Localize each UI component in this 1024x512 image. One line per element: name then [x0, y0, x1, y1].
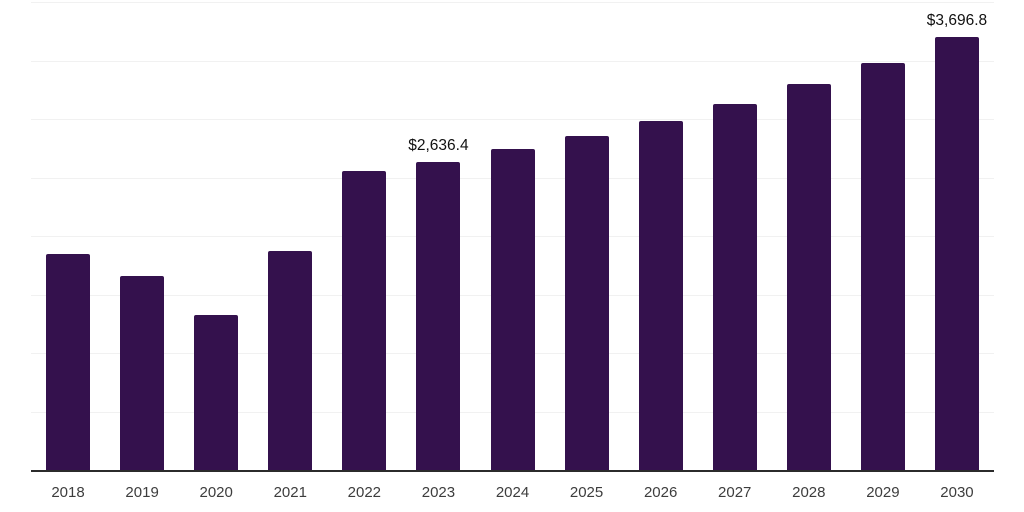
bar-2028 — [786, 83, 831, 470]
bar-2018 — [46, 254, 91, 470]
x-axis-line — [31, 470, 994, 472]
x-axis-label-2019: 2019 — [125, 484, 159, 501]
bar-2027 — [712, 104, 757, 470]
bar-2026 — [638, 121, 683, 470]
x-axis-label-2026: 2026 — [643, 484, 678, 501]
bar-2024 — [490, 149, 535, 470]
data-label-2030: $3,696.8 — [926, 12, 988, 30]
gridline-4000 — [31, 2, 994, 3]
gridline-3500 — [31, 60, 994, 62]
bar-2019 — [120, 275, 165, 470]
x-axis-label-2030: 2030 — [940, 484, 974, 501]
x-axis-label-2018: 2018 — [51, 484, 85, 501]
bar-2025 — [564, 135, 609, 470]
gridline-3000 — [31, 119, 994, 120]
bar-2021 — [268, 251, 313, 470]
x-axis-label-2025: 2025 — [569, 484, 604, 501]
bar-2030 — [934, 37, 979, 470]
x-axis-label-2020: 2020 — [199, 484, 233, 501]
x-axis-label-2021: 2021 — [273, 484, 307, 501]
x-axis-label-2024: 2024 — [495, 484, 530, 501]
bar-2023 — [416, 161, 461, 470]
data-label-2023: $2,636.4 — [408, 136, 469, 154]
x-axis-label-2029: 2029 — [866, 484, 900, 501]
x-axis-label-2027: 2027 — [718, 484, 752, 501]
bar-2029 — [860, 62, 905, 470]
x-axis-label-2023: 2023 — [421, 484, 456, 501]
bar-2022 — [342, 171, 387, 470]
bar-2020 — [194, 314, 239, 470]
x-axis-label-2028: 2028 — [792, 484, 826, 501]
x-axis-label-2022: 2022 — [347, 484, 382, 501]
